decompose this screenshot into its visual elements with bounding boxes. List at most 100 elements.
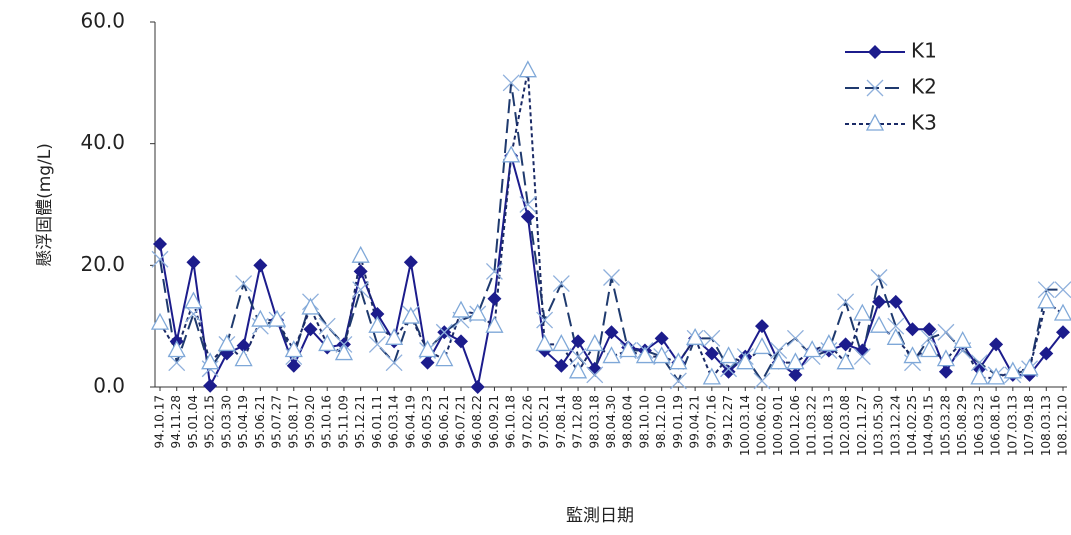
data-point [552,334,571,352]
x-tick-label: 100.03.14 [738,395,752,456]
data-point [755,319,769,334]
y-tick-label: 40.0 [80,130,125,154]
x-tick-label: 105.08.29 [955,395,969,456]
data-point [168,354,186,372]
legend-label: K3 [911,111,937,135]
data-point [485,262,503,280]
x-tick-label: 98.08.04 [621,395,635,448]
data-point [552,275,570,293]
data-point [385,327,404,345]
x-tick-label: 98.12.10 [654,395,668,448]
data-point [167,340,186,358]
data-point [720,360,738,378]
data-point [869,315,889,333]
data-point [837,293,855,311]
data-point [1020,358,1039,376]
data-point [702,367,721,385]
data-point [385,354,403,372]
legend-label: K2 [911,75,937,99]
data-point [970,354,988,372]
x-axis-title: 監測日期 [566,506,634,526]
x-tick-label: 97.05.21 [537,395,551,448]
data-point [217,334,236,352]
data-point [1053,303,1071,321]
x-tick-label: 96.10.18 [504,395,518,448]
data-point [236,338,251,353]
x-tick-label: 99.12.27 [721,395,735,448]
data-point [353,264,368,279]
x-tick-label: 96.01.11 [370,395,384,448]
data-point [203,378,218,393]
x-tick-label: 108.12.10 [1056,395,1070,456]
x-tick-label: 97.12.08 [571,395,585,448]
data-point [468,303,487,321]
legend-marker [866,79,884,97]
x-tick-label: 102.03.08 [838,395,852,456]
x-tick-label: 101.08.13 [821,395,835,456]
data-point [318,317,336,335]
data-point [635,346,655,364]
x-tick-label: 100.09.01 [771,395,785,456]
x-tick-label: 95.08.17 [286,395,300,448]
x-tick-label: 96.06.21 [437,395,451,448]
data-point [872,294,887,309]
x-tick-label: 95.06.21 [253,395,267,448]
data-point [401,306,420,324]
data-point [604,325,619,340]
x-tick-label: 95.07.27 [270,395,284,448]
data-point [855,343,870,358]
legend-marker [865,113,885,131]
data-point [936,349,956,367]
data-point [652,346,671,364]
data-point [920,329,938,347]
x-tick-label: 99.04.21 [688,395,702,448]
x-tick-label: 101.03.22 [805,395,819,456]
data-point [568,361,588,379]
x-tick-label: 96.09.21 [487,395,501,448]
x-tick-label: 104.09.15 [922,395,936,456]
data-point [786,352,805,370]
x-tick-label: 96.04.19 [403,395,417,448]
data-point [769,352,788,370]
x-tick-label: 107.09.18 [1022,395,1036,456]
x-tick-label: 98.04.30 [604,395,618,448]
data-point [603,269,620,286]
data-point [770,342,788,359]
x-tick-label: 97.08.14 [554,395,568,448]
data-point [251,309,270,327]
data-point [470,380,485,394]
data-point [435,323,453,341]
data-point [370,307,385,321]
data-point [853,348,871,366]
data-point [351,245,370,263]
y-tick-label: 0.0 [93,374,125,398]
data-point [569,348,587,366]
data-point [418,340,437,358]
x-tick-label: 103.12.24 [888,395,902,456]
data-point [788,367,803,382]
data-point [989,337,1004,352]
x-tick-label: 95.09.20 [303,395,317,448]
x-tick-label: 106.08.16 [989,395,1003,456]
x-tick-label: 94.10.17 [153,395,167,448]
data-point [318,334,337,352]
data-point [704,346,719,361]
data-point [284,340,303,358]
data-point [334,343,354,361]
legend-label: K1 [911,39,937,63]
data-point [303,322,318,337]
data-point [535,334,554,352]
data-point [938,364,953,379]
data-point [920,340,939,358]
x-tick-label: 97.02.26 [520,395,534,448]
x-tick-label: 95.12.21 [353,395,367,448]
data-point [819,334,838,352]
x-tick-label: 95.10.16 [320,395,334,448]
data-point [888,294,903,309]
data-point [1054,281,1071,299]
data-point [686,327,705,345]
data-point [368,335,386,353]
data-point [554,358,569,373]
data-point [184,291,203,309]
